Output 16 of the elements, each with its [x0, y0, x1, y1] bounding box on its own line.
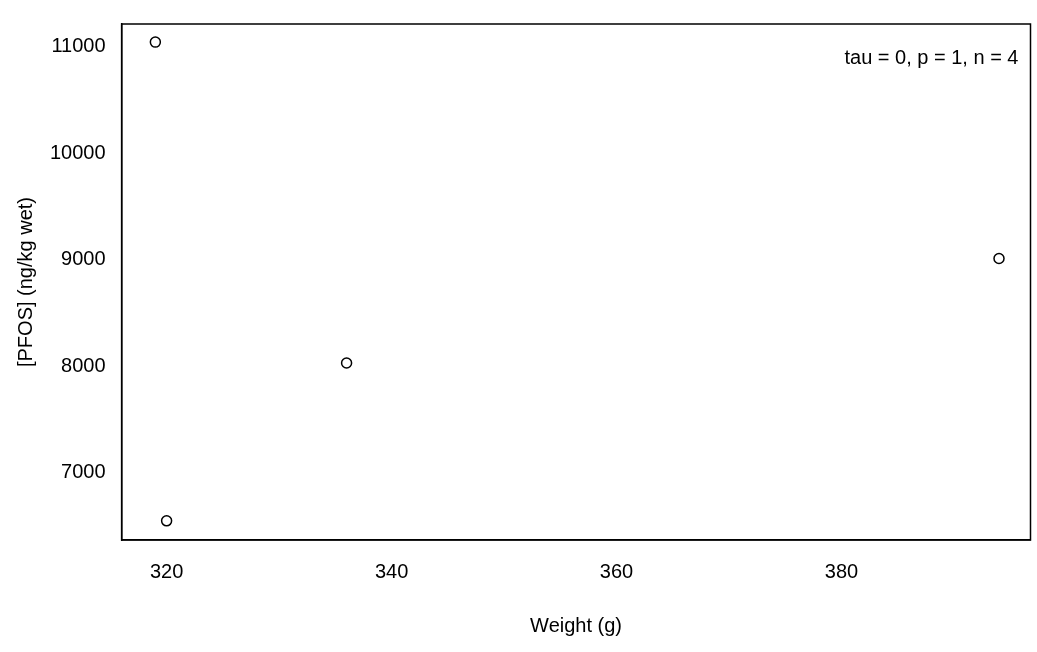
- y-tick-label: 8000: [61, 353, 106, 376]
- y-axis-title: [PFOS] (ng/kg wet): [13, 196, 36, 368]
- point: [149, 36, 162, 48]
- x-tick-label: 360: [599, 559, 634, 582]
- y-tick-label: 10000: [49, 140, 106, 163]
- x-tick-label: 320: [149, 559, 184, 582]
- x-tick-label: 340: [374, 559, 409, 582]
- y-tick-label: 11000: [51, 33, 106, 56]
- x-axis-title: Weight (g): [530, 613, 622, 636]
- y-tick-label: 7000: [61, 460, 106, 483]
- point: [340, 357, 353, 369]
- y-tick-label: 9000: [61, 247, 106, 270]
- point: [160, 515, 173, 527]
- annotation: tau = 0, p = 1, n = 4: [844, 45, 1019, 68]
- x-tick-label: 380: [824, 559, 859, 582]
- point: [993, 252, 1005, 265]
